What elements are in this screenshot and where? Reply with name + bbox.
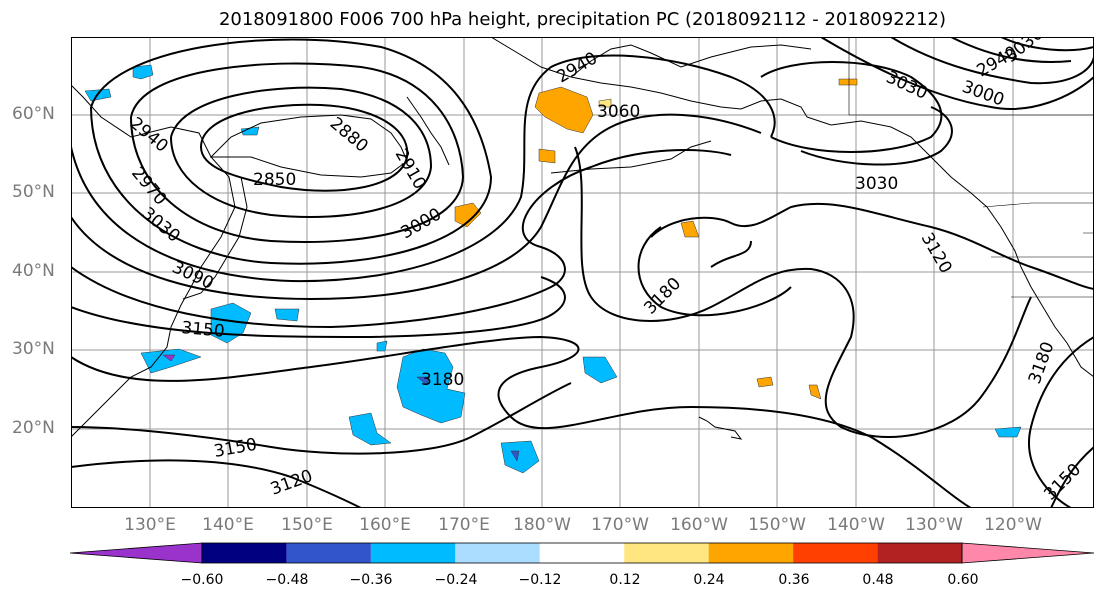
contour-label: 2850 <box>253 170 296 190</box>
lon-label-140e: 140°E <box>202 515 254 535</box>
lon-label-180w: 180°W <box>513 515 571 535</box>
lon-label-160w: 160°W <box>670 515 728 535</box>
colorbar-cell <box>539 543 625 563</box>
map-panel: 2940 2970 3030 3090 3150 2880 2850 2910 … <box>71 37 1094 508</box>
lon-label-140w: 140°W <box>827 515 885 535</box>
colorbar-tick: 0.48 <box>862 572 894 588</box>
lat-label-40n: 40°N <box>12 261 55 281</box>
colorbar-tick: −0.24 <box>434 572 478 588</box>
lon-label-120w: 120°W <box>984 515 1042 535</box>
map-title: 2018091800 F006 700 hPa height, precipit… <box>218 9 947 30</box>
colorbar-cell <box>370 543 456 563</box>
height-contours <box>71 37 1094 508</box>
colorbar-cell <box>708 543 794 563</box>
contour-label: 3150 <box>181 318 226 342</box>
lat-label-30n: 30°N <box>12 339 55 359</box>
colorbar-tick: 0.36 <box>778 572 810 588</box>
colorbar-cell <box>624 543 709 563</box>
colorbar-tick: −0.36 <box>349 572 393 588</box>
colorbar-tick: −0.60 <box>180 572 224 588</box>
colorbar-tick: 0.24 <box>693 572 725 588</box>
colorbar-tick: 0.60 <box>947 572 979 588</box>
lon-label-170w: 170°W <box>591 515 649 535</box>
colorbar-cell <box>793 543 878 563</box>
lon-label-130e: 130°E <box>124 515 176 535</box>
colorbar-tick: 0.12 <box>609 572 641 588</box>
contour-label: 3060 <box>597 102 640 122</box>
colorbar-tick: −0.48 <box>265 572 309 588</box>
lat-label-50n: 50°N <box>12 182 55 202</box>
colorbar-frame <box>201 542 963 564</box>
colorbar-cell <box>877 543 962 563</box>
colorbar-cell <box>455 543 540 563</box>
colorbar-cell <box>286 543 371 563</box>
precip-positive-areas <box>454 78 858 400</box>
colorbar-cell <box>202 543 287 563</box>
lon-label-150e: 150°E <box>281 515 333 535</box>
lon-label-130w: 130°W <box>905 515 963 535</box>
colorbar-cell <box>961 542 1095 564</box>
colorbar-cell <box>70 542 203 564</box>
colorbar <box>70 542 1095 564</box>
contour-label: 3180 <box>421 370 464 390</box>
map-frame <box>71 37 1094 508</box>
lon-label-150w: 150°W <box>748 515 806 535</box>
colorbar-tick: −0.12 <box>518 572 562 588</box>
lon-label-170e: 170°E <box>438 515 490 535</box>
lat-label-20n: 20°N <box>12 418 55 438</box>
contour-label: 3030 <box>855 174 898 194</box>
lat-label-60n: 60°N <box>12 104 55 124</box>
lon-label-160e: 160°E <box>359 515 411 535</box>
